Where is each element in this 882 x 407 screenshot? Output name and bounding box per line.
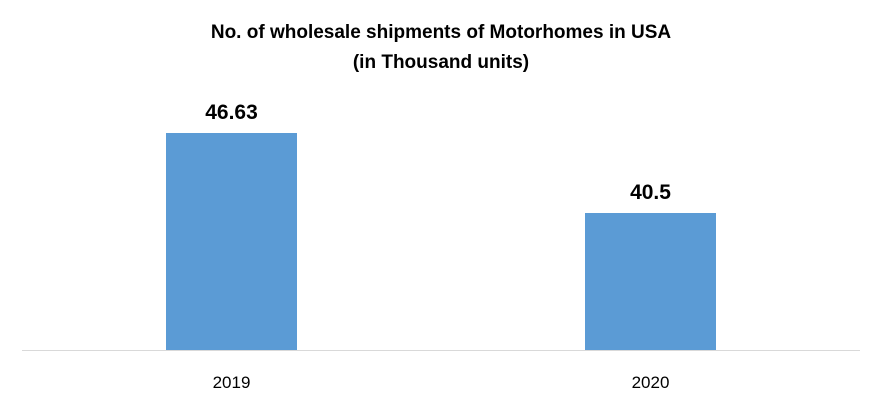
bar-2019	[166, 133, 297, 350]
x-tick-label-2019: 2019	[213, 373, 251, 392]
chart-title-line-1: No. of wholesale shipments of Motorhomes…	[211, 22, 672, 43]
data-label-2020: 40.5	[630, 181, 671, 204]
x-tick-label-2020: 2020	[632, 373, 670, 392]
chart-title-line-2: (in Thousand units)	[353, 52, 529, 73]
data-label-2019: 46.63	[205, 101, 258, 124]
plot-area: 46.63 2019 40.5 2020	[166, 101, 716, 392]
bar-2020	[585, 213, 716, 350]
